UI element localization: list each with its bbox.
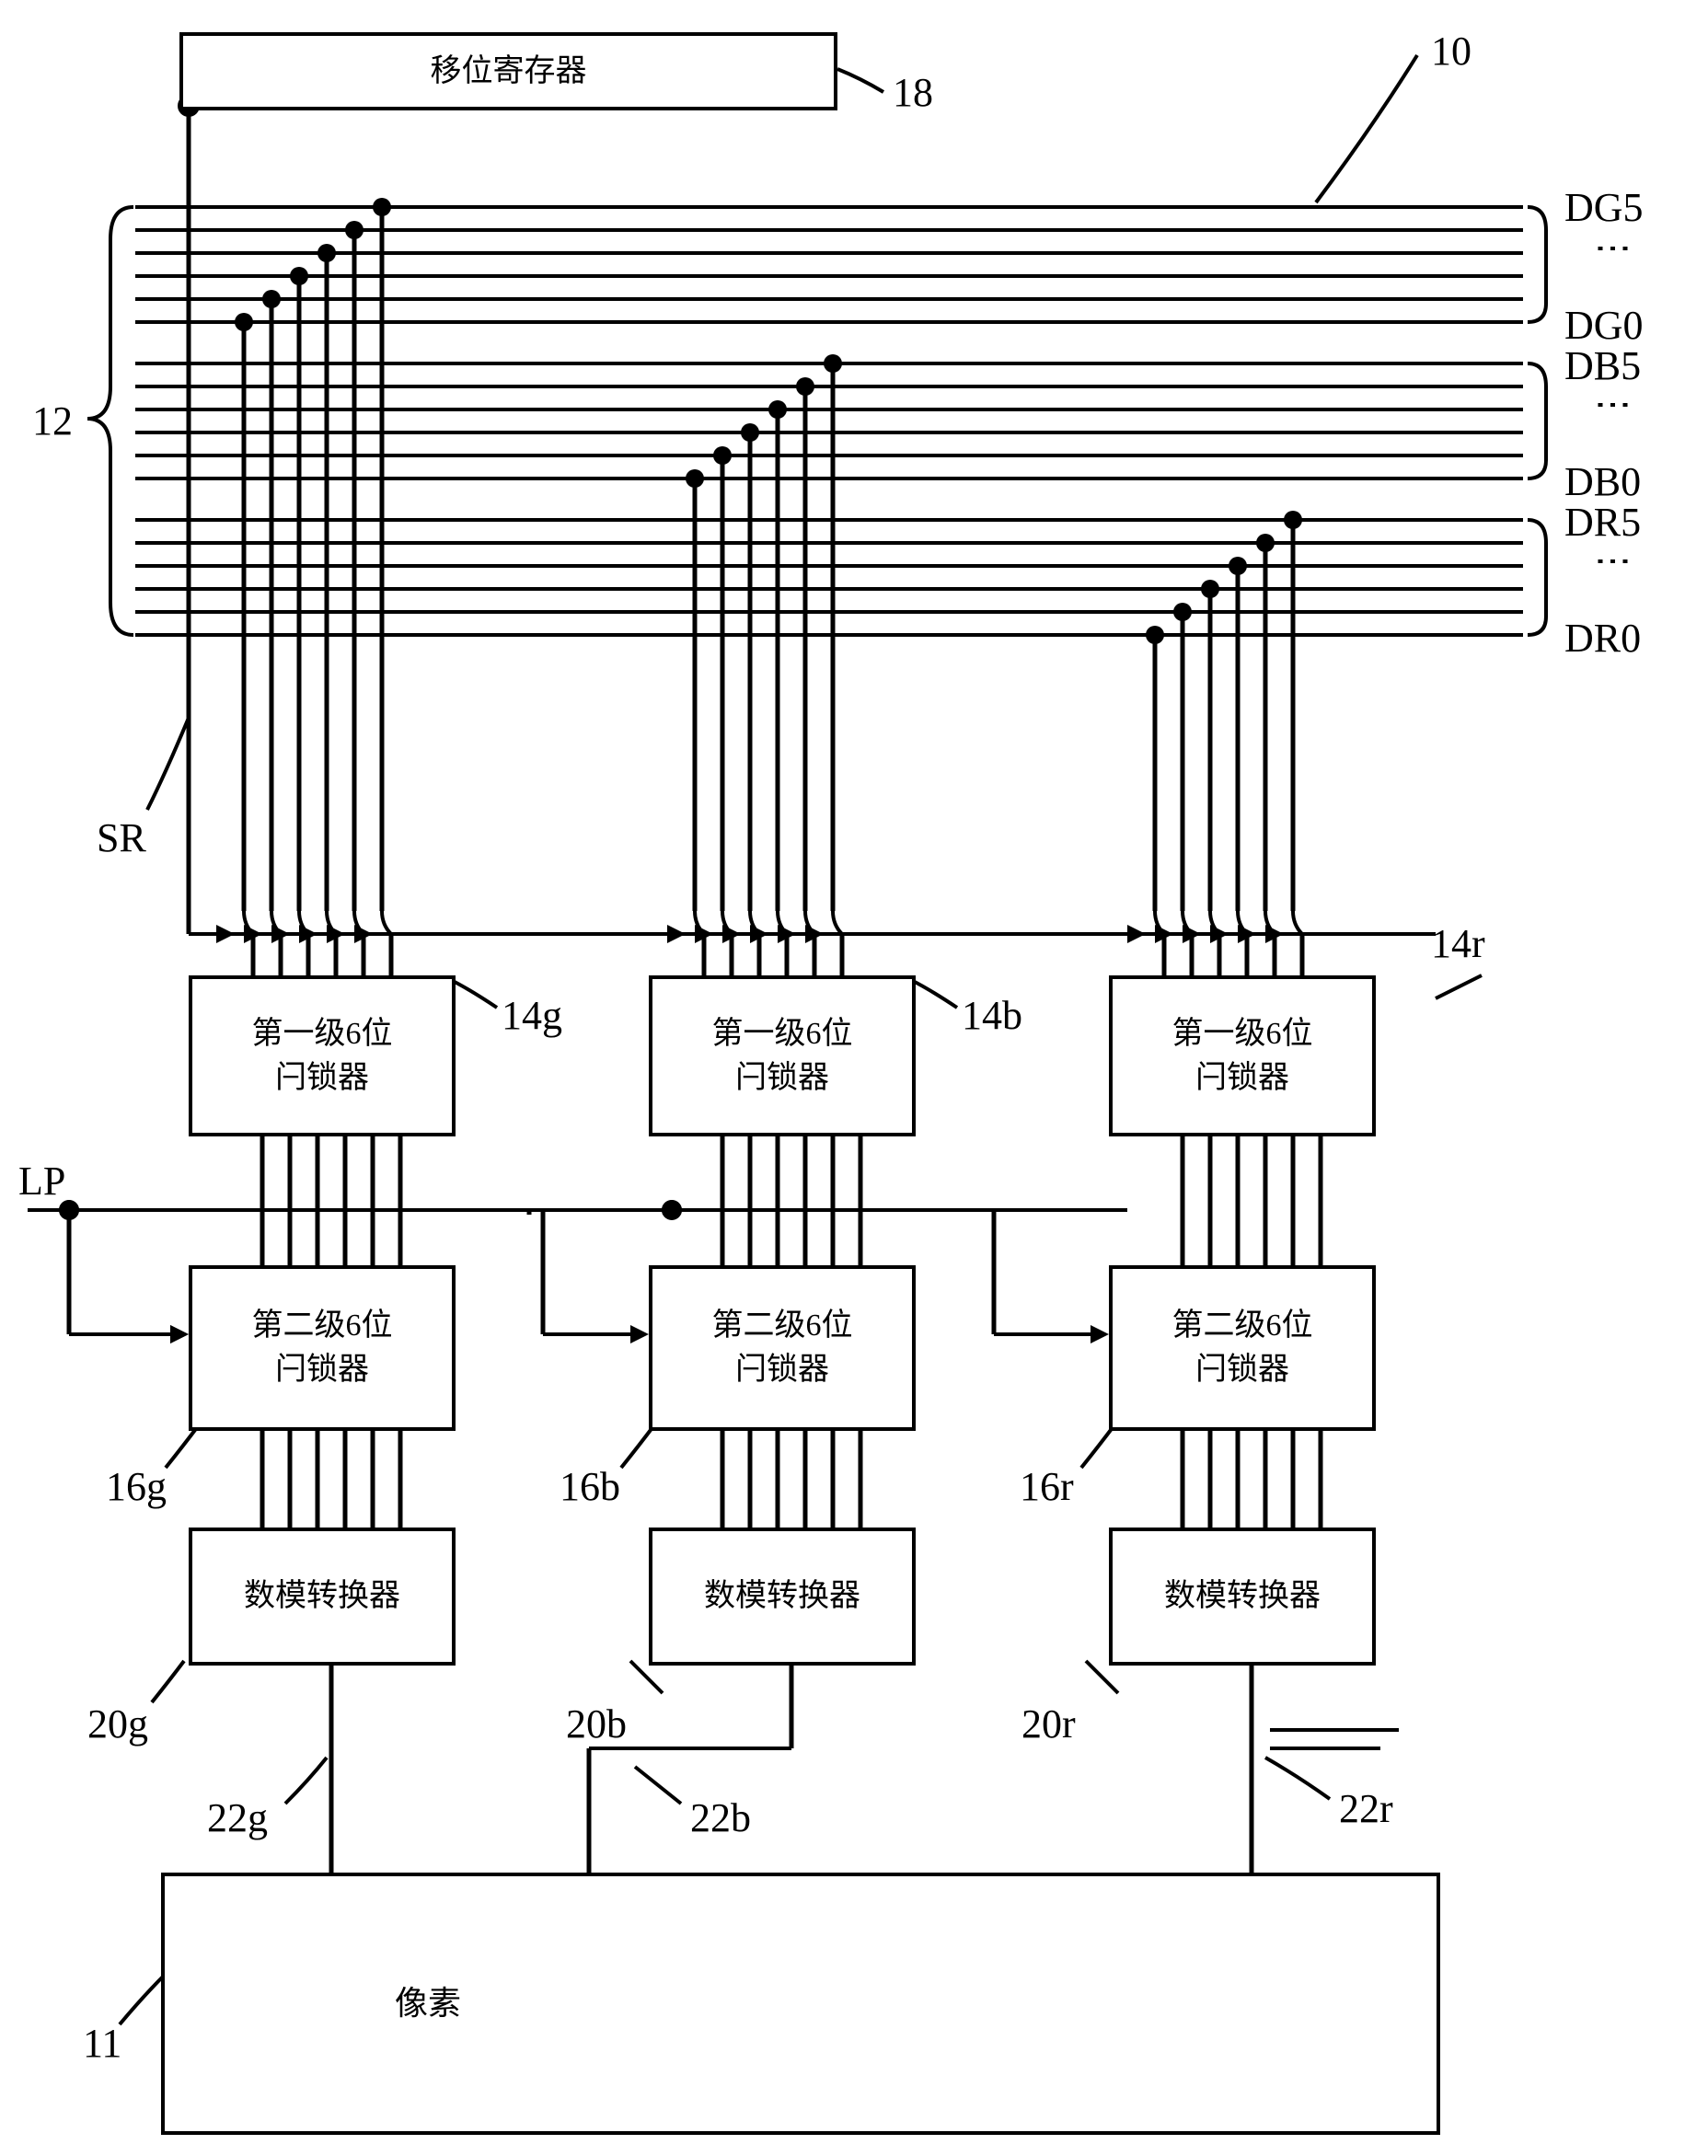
dac-r-label: 数模转换器: [1164, 1574, 1321, 1619]
diagram-canvas: 移位寄存器 第一级6位 闩锁器 第一级6位 闩锁器 第一级6位 闩锁器 第二级6…: [0, 0, 1708, 2156]
latch2-b-line2: 闩锁器: [735, 1348, 829, 1392]
ref-12-label: 12: [32, 398, 73, 444]
latch2-r-line2: 闩锁器: [1195, 1348, 1289, 1392]
ref-22g-label: 22g: [207, 1794, 268, 1841]
ref-14b-label: 14b: [962, 992, 1022, 1039]
latch1-r-line2: 闩锁器: [1195, 1056, 1289, 1101]
latch2-b-line1: 第二级6位: [712, 1304, 853, 1348]
dac-g-block: 数模转换器: [189, 1528, 456, 1666]
signal-sr-label: SR: [97, 814, 146, 861]
latch1-r-line1: 第一级6位: [1172, 1012, 1313, 1056]
latch1-b-block: 第一级6位 闩锁器: [649, 975, 916, 1136]
latch2-g-line2: 闩锁器: [275, 1348, 369, 1392]
signal-dr5-label: DR5: [1564, 499, 1641, 546]
signal-dg5-label: DG5: [1564, 184, 1644, 231]
ref-20r-label: 20r: [1021, 1701, 1076, 1747]
latch1-b-line1: 第一级6位: [712, 1012, 853, 1056]
signal-db5-label: DB5: [1564, 342, 1641, 389]
latch2-b-block: 第二级6位 闩锁器: [649, 1265, 916, 1431]
ref-14g-label: 14g: [502, 992, 562, 1039]
ref-18-label: 18: [893, 69, 933, 116]
dac-r-block: 数模转换器: [1109, 1528, 1376, 1666]
dots-b: ⋮: [1592, 386, 1635, 423]
shift-register-label: 移位寄存器: [431, 50, 587, 94]
latch2-r-block: 第二级6位 闩锁器: [1109, 1265, 1376, 1431]
ref-20g-label: 20g: [87, 1701, 148, 1747]
ref-16g-label: 16g: [106, 1463, 167, 1510]
latch1-r-block: 第一级6位 闩锁器: [1109, 975, 1376, 1136]
ref-22r-label: 22r: [1339, 1785, 1393, 1832]
ref-20b-label: 20b: [566, 1701, 627, 1747]
signal-dr0-label: DR0: [1564, 615, 1641, 662]
signal-lp-label: LP: [18, 1158, 65, 1205]
dac-b-block: 数模转换器: [649, 1528, 916, 1666]
latch1-b-line2: 闩锁器: [735, 1056, 829, 1101]
latch2-g-line1: 第二级6位: [252, 1304, 393, 1348]
latch1-g-line1: 第一级6位: [252, 1012, 393, 1056]
latch2-g-block: 第二级6位 闩锁器: [189, 1265, 456, 1431]
ref-16r-label: 16r: [1020, 1463, 1074, 1510]
ref-11-label: 11: [83, 2020, 121, 2067]
latch2-r-line1: 第二级6位: [1172, 1304, 1313, 1348]
shift-register-block: 移位寄存器: [179, 32, 837, 110]
ref-14r-label: 14r: [1431, 920, 1485, 967]
pixel-label: 像素: [395, 1980, 461, 2026]
dac-b-label: 数模转换器: [704, 1574, 860, 1619]
latch1-g-block: 第一级6位 闩锁器: [189, 975, 456, 1136]
dots-g: ⋮: [1592, 230, 1635, 267]
ref-10-label: 10: [1431, 28, 1471, 75]
latch1-g-line2: 闩锁器: [275, 1056, 369, 1101]
dots-r: ⋮: [1592, 543, 1635, 580]
ref-16b-label: 16b: [560, 1463, 620, 1510]
ref-22b-label: 22b: [690, 1794, 751, 1841]
dac-g-label: 数模转换器: [244, 1574, 400, 1619]
pixel-block: 像素: [161, 1873, 1440, 2135]
